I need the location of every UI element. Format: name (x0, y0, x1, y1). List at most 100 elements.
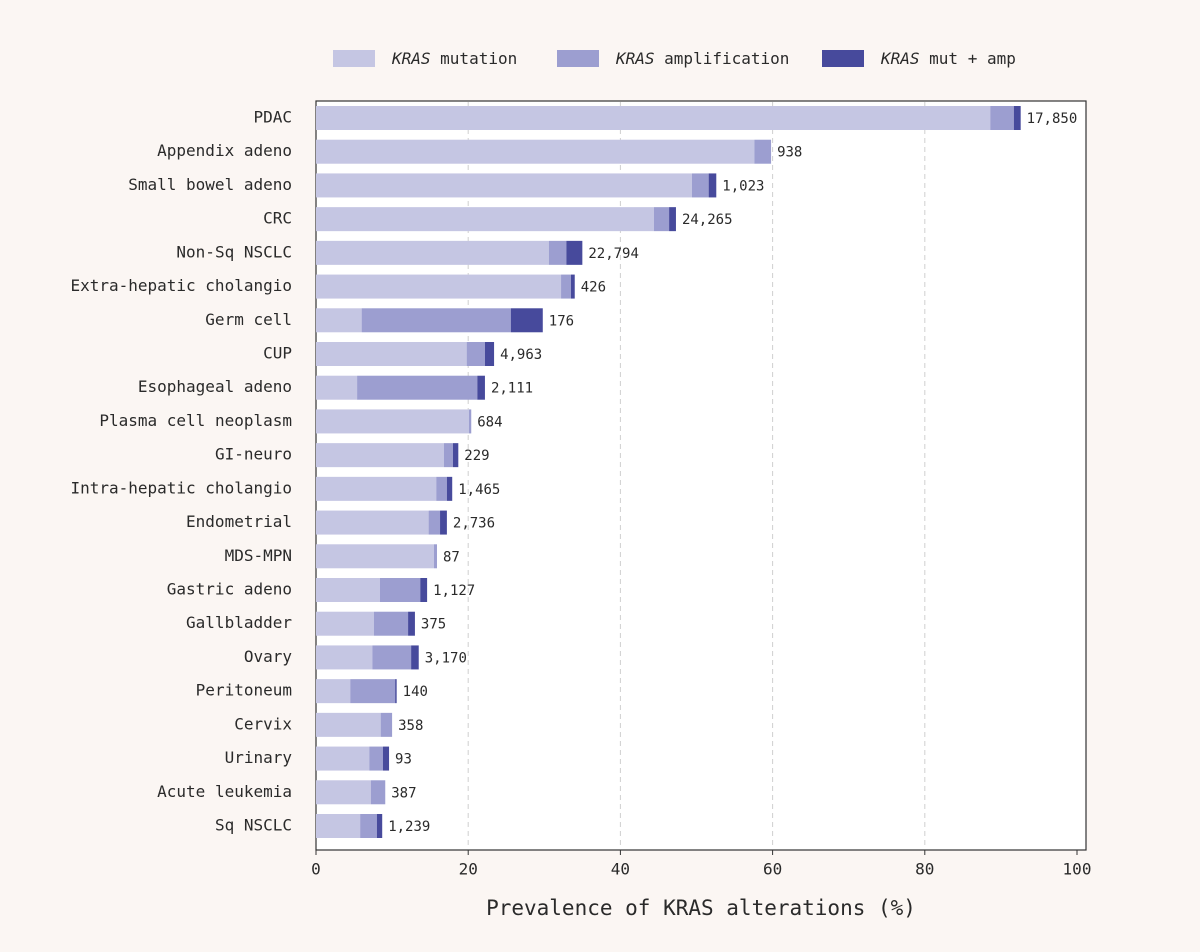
bar-segment (316, 476, 437, 501)
bar-segment (369, 746, 383, 771)
data-label: 24,265 (682, 212, 733, 228)
bar-segment (316, 611, 374, 636)
y-tick-label: MDS-MPN (225, 546, 292, 565)
bar-segment (395, 679, 397, 704)
bar-segment (436, 476, 447, 501)
y-tick-label: Endometrial (186, 512, 292, 531)
legend-label: KRAS amplification (615, 49, 789, 68)
bar-segment (316, 240, 549, 265)
data-label: 938 (777, 145, 802, 161)
y-tick-label: Gastric adeno (167, 580, 292, 599)
y-tick-label: Extra-hepatic cholangio (70, 276, 292, 295)
data-label: 1,127 (433, 583, 475, 599)
legend-label: KRAS mut + amp (880, 49, 1016, 68)
legend-label: KRAS mutation (391, 49, 517, 68)
data-label: 140 (403, 684, 428, 700)
bar-segment (477, 375, 485, 400)
bar-segment (382, 746, 390, 771)
data-label: 2,736 (453, 516, 495, 532)
bar-segment (484, 342, 495, 366)
bar-segment (360, 814, 377, 838)
bar-segment (316, 544, 434, 569)
data-label: 1,239 (388, 819, 430, 835)
x-tick-label: 20 (459, 860, 478, 879)
bar-segment (669, 207, 676, 232)
y-tick-label: CRC (263, 209, 292, 228)
data-label: 358 (398, 718, 423, 734)
bar-segment (428, 510, 441, 535)
bar-segment (443, 443, 453, 468)
x-tick-label: 0 (311, 860, 321, 879)
y-tick-label: Ovary (244, 647, 293, 666)
bar-segment (370, 780, 386, 805)
bar-segment (316, 342, 467, 366)
data-label: 426 (581, 280, 606, 296)
y-tick-label: Esophageal adeno (138, 377, 292, 396)
bar-segment (754, 139, 772, 164)
bar-segment (653, 207, 670, 232)
bar-segment (466, 342, 485, 366)
bar-segment (468, 409, 472, 434)
y-tick-label: Acute leukemia (157, 782, 292, 801)
data-label: 93 (395, 752, 412, 768)
bar-segment (510, 308, 543, 333)
bar-segment (316, 645, 373, 670)
bar-segment (316, 308, 362, 333)
bar-segment (376, 814, 383, 838)
bar-segment (1013, 106, 1021, 130)
bar-segment (316, 207, 654, 232)
bar-segment (440, 510, 447, 535)
data-label: 1,023 (722, 178, 764, 194)
bar-segment (316, 814, 361, 838)
x-tick-label: 60 (763, 860, 782, 879)
bar-segment (411, 645, 419, 670)
y-tick-label: Urinary (225, 748, 293, 767)
legend-swatch (557, 50, 599, 67)
bar-segment (316, 443, 444, 468)
bar-segment (373, 611, 409, 636)
bar-segment (408, 611, 415, 636)
data-label: 4,963 (500, 347, 542, 363)
data-label: 17,850 (1027, 111, 1078, 127)
x-tick-label: 40 (611, 860, 630, 879)
bar-segment (316, 780, 371, 805)
bar-segment (420, 578, 428, 602)
bar-segment (316, 375, 358, 400)
bar-segment (316, 106, 991, 130)
bar-segment (380, 712, 393, 737)
data-label: 1,465 (458, 482, 500, 498)
bar-segment (446, 476, 453, 501)
bar-segment (990, 106, 1014, 130)
bar-segment (316, 173, 692, 198)
bar-segment (316, 409, 469, 434)
y-tick-label: Cervix (234, 714, 292, 733)
bar-segment (452, 443, 459, 468)
bar-segment (316, 578, 380, 602)
data-label: 375 (421, 617, 446, 633)
bar-segment (372, 645, 412, 670)
bar-segment (548, 240, 567, 265)
x-tick-label: 80 (915, 860, 934, 879)
y-tick-label: Non-Sq NSCLC (176, 242, 292, 261)
bar-segment (316, 679, 351, 704)
bar-segment (350, 679, 396, 704)
bar-segment (316, 712, 381, 737)
y-tick-label: Appendix adeno (157, 141, 292, 160)
data-label: 87 (443, 549, 460, 565)
y-tick-label: Germ cell (205, 310, 292, 329)
y-tick-label: Intra-hepatic cholangio (70, 478, 292, 497)
data-label: 176 (549, 313, 574, 329)
data-label: 684 (477, 414, 502, 430)
data-label: 3,170 (425, 650, 467, 666)
y-tick-label: CUP (263, 344, 292, 363)
bar-segment (316, 510, 429, 535)
y-tick-label: PDAC (253, 108, 292, 127)
x-axis-title: Prevalence of KRAS alterations (%) (486, 896, 916, 920)
y-tick-label: Plasma cell neoplasm (99, 411, 292, 430)
bar-segment (379, 578, 421, 602)
bar-segment (433, 544, 437, 569)
bar-segment (570, 274, 575, 299)
x-tick-label: 100 (1063, 860, 1092, 879)
bar-segment (361, 308, 511, 333)
